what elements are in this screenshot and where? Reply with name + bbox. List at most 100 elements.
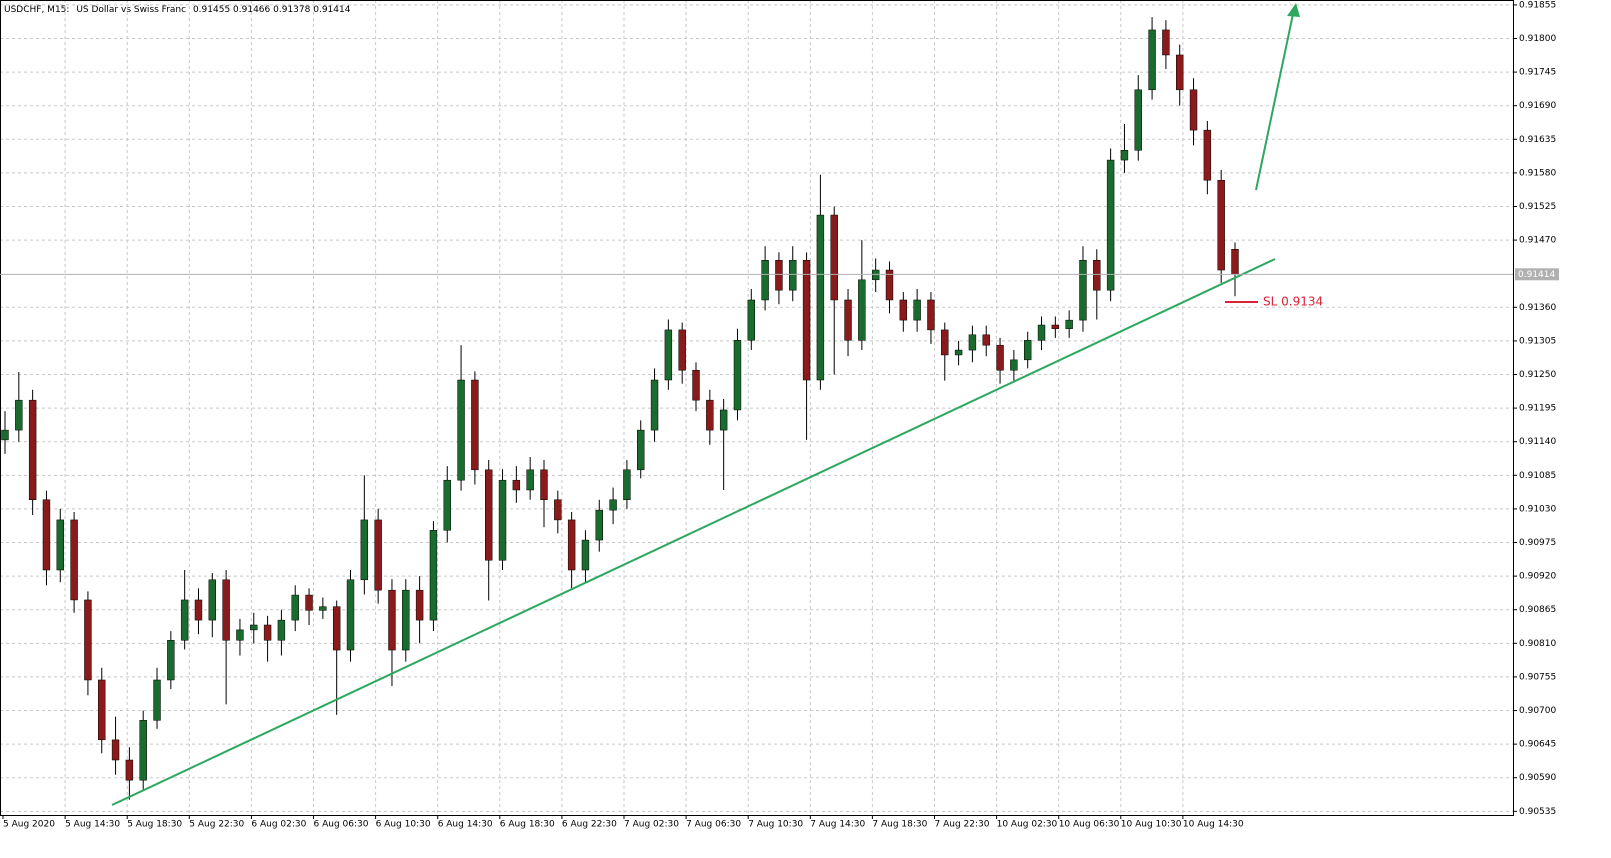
candle-body [844,299,852,341]
y-tick-label: 0.91030 [1519,504,1556,514]
y-tick-label: 0.91690 [1519,101,1556,111]
candle-body [1051,324,1060,329]
candle-body [595,509,603,541]
candle-body [180,599,189,641]
candle-body [1217,179,1225,271]
candle-body [84,599,92,681]
y-tick-label: 0.91855 [1519,0,1556,10]
candle-body [1162,29,1170,56]
candle-body [471,379,479,471]
chart-header: USDCHF, M15: US Dollar vs Swiss Franc 0.… [4,5,351,15]
candle-body [775,260,783,291]
candle-body [222,579,230,641]
candle-body [1120,150,1129,161]
candle-body [1023,340,1032,361]
candle-body [194,599,203,621]
candle-body [402,589,410,651]
y-tick-label: 0.90700 [1519,706,1556,716]
candle-body [263,624,272,641]
candle-body [250,624,258,631]
y-tick-label: 0.91635 [1519,135,1556,145]
x-tick-label: 6 Aug 02:30 [251,820,306,830]
current-price-box [1515,268,1559,281]
candle-body [858,279,866,341]
candle-body [927,299,935,331]
candle-body [457,379,465,481]
candle-body [1065,319,1073,329]
candle-body [996,344,1004,371]
candle-body [733,340,742,411]
x-tick-label: 10 Aug 06:30 [1059,820,1120,830]
x-tick-label: 7 Aug 22:30 [935,820,990,830]
y-tick-label: 0.90810 [1519,639,1556,649]
x-tick-label: 7 Aug 02:30 [624,820,679,830]
candle-body [443,479,451,531]
candle-body [609,499,617,511]
candle-body [789,260,797,291]
candle-body [1134,89,1142,151]
candle-body [540,469,548,501]
y-tick-label: 0.91745 [1519,68,1556,78]
y-tick-label: 0.90590 [1519,773,1556,783]
stop-loss-label: SL 0.9134 [1263,295,1323,309]
y-tick-label: 0.90920 [1519,572,1556,582]
candle-body [1176,54,1184,91]
candle-body [167,640,175,681]
y-tick-label: 0.91360 [1519,303,1556,313]
candle-body [498,479,507,561]
candle-body [360,519,369,581]
candle-body [319,606,327,611]
x-tick-label: 5 Aug 2020 [3,820,55,830]
candle-body [415,589,424,621]
x-tick-label: 5 Aug 22:30 [189,820,244,830]
symbol: USDCHF, M15: [4,5,69,15]
candle-body [1010,359,1018,371]
candle-body [374,519,382,591]
y-tick-label: 0.91525 [1519,202,1556,212]
candle-body [28,399,37,501]
x-tick-label: 10 Aug 14:30 [1183,820,1244,830]
candle-body [968,334,977,351]
candle-body [346,579,355,651]
candle-body [98,679,106,741]
candle-body [429,530,438,621]
candle-body [277,619,286,641]
x-tick-label: 6 Aug 10:30 [376,820,431,830]
header-high: 0.91466 [233,5,270,15]
current-price-label: 0.91414 [1518,270,1555,280]
candle-body [982,334,990,346]
x-tick-label: 5 Aug 14:30 [65,820,120,830]
candle-body [153,679,161,721]
candle-body [692,369,700,401]
candle-body [623,469,631,501]
y-tick-label: 0.91470 [1519,236,1556,246]
candle-body [719,409,728,431]
candle-body [208,579,217,621]
candle-body [664,329,673,381]
candle-body [485,469,493,561]
candle-body [554,499,562,521]
header-close: 0.91414 [313,5,350,15]
candle-body [291,594,299,621]
candle-body [1093,260,1101,291]
candle-body [678,329,686,371]
y-tick-label: 0.90645 [1519,740,1556,750]
candles [1,17,1239,800]
candle-body [139,720,147,781]
candle-body [747,299,755,341]
candle-body [761,260,769,301]
description: US Dollar vs Swiss Franc [76,5,186,15]
candle-body [885,269,894,301]
candle-body [1,429,9,441]
candle-body [581,539,590,571]
header-open: 0.91455 [193,5,230,15]
candle-body [954,349,963,356]
x-tick-label: 7 Aug 14:30 [810,820,865,830]
x-tick-label: 6 Aug 18:30 [500,820,555,830]
y-tick-label: 0.91580 [1519,168,1556,178]
y-tick-label: 0.91800 [1519,34,1556,44]
y-tick-label: 0.91195 [1519,404,1556,414]
candle-body [637,429,645,471]
candle-body [526,469,534,491]
